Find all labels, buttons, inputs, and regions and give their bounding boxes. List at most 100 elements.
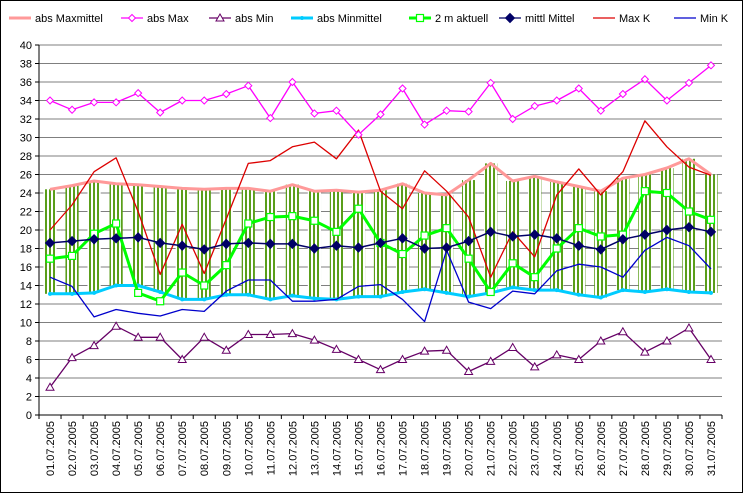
series-abs-max xyxy=(45,61,716,139)
data-point xyxy=(442,224,451,233)
y-tick-label: 26 xyxy=(20,170,32,182)
data-point xyxy=(708,290,713,295)
data-point xyxy=(595,244,607,255)
data-point xyxy=(67,251,77,260)
y-tick-label: 40 xyxy=(20,40,32,52)
data-point xyxy=(504,12,516,24)
legend-item-max-k: Max K xyxy=(593,13,651,25)
data-point xyxy=(331,344,342,353)
data-point xyxy=(353,354,364,363)
data-point xyxy=(684,78,694,88)
data-point xyxy=(573,240,584,251)
series-abs-minmittel xyxy=(48,283,713,302)
data-point xyxy=(574,224,583,233)
data-point xyxy=(552,244,561,253)
legend-item-abs-minmittel: abs Minmittel xyxy=(291,13,382,25)
x-tick-label: 09.07.2005 xyxy=(221,421,233,476)
y-tick-label: 8 xyxy=(26,336,32,348)
data-point xyxy=(265,238,276,250)
data-point xyxy=(290,293,295,298)
y-tick-label: 4 xyxy=(26,373,32,385)
series-line xyxy=(49,64,712,136)
legend-label: Min K xyxy=(700,13,729,25)
x-tick-label: 01.07.2005 xyxy=(45,421,57,476)
data-point xyxy=(243,329,254,339)
data-point xyxy=(177,354,188,363)
x-tick-label: 13.07.2005 xyxy=(309,421,321,476)
data-point xyxy=(617,234,629,245)
legend: abs Maxmittel abs Max abs Min abs Minmittel… xyxy=(9,12,729,25)
x-tick-label: 29.07.2005 xyxy=(662,421,674,476)
y-tick-label: 38 xyxy=(20,59,32,71)
legend-label: abs Minmittel xyxy=(317,13,382,25)
data-point xyxy=(88,234,100,245)
data-point xyxy=(400,289,405,294)
x-tick-label: 18.07.2005 xyxy=(420,421,432,476)
data-point xyxy=(551,233,562,244)
data-point xyxy=(706,354,716,363)
range-bar xyxy=(417,193,432,290)
data-point xyxy=(309,335,320,344)
x-tick-label: 17.07.2005 xyxy=(398,421,410,476)
data-point xyxy=(268,297,273,302)
data-point xyxy=(463,235,474,247)
data-point xyxy=(529,229,540,240)
data-point xyxy=(640,75,650,84)
data-point xyxy=(485,356,496,365)
data-point xyxy=(114,283,119,288)
data-point xyxy=(215,12,225,22)
data-point xyxy=(224,292,229,297)
data-point xyxy=(354,130,363,139)
data-point xyxy=(530,273,539,282)
x-tick-label: 16.07.2005 xyxy=(376,421,388,476)
data-point xyxy=(464,254,473,263)
y-tick-label: 18 xyxy=(20,244,32,256)
x-tick-label: 20.07.2005 xyxy=(464,421,476,476)
data-point xyxy=(507,231,518,242)
x-tick-label: 28.07.2005 xyxy=(640,421,652,476)
data-point xyxy=(67,105,77,114)
x-tick-label: 04.07.2005 xyxy=(111,421,123,476)
data-point xyxy=(300,16,304,20)
series-line xyxy=(49,236,712,323)
data-point xyxy=(378,294,383,299)
x-tick-label: 23.07.2005 xyxy=(530,421,542,476)
data-point xyxy=(532,288,537,293)
data-point xyxy=(419,346,430,355)
data-point xyxy=(266,113,275,123)
data-point xyxy=(596,232,605,241)
x-tick-label: 27.07.2005 xyxy=(618,421,630,476)
data-point xyxy=(662,335,672,345)
data-point xyxy=(507,342,518,351)
legend-item-mittl-mittel: mittl Mittel xyxy=(499,12,575,25)
data-point xyxy=(178,268,187,277)
x-tick-label: 08.07.2005 xyxy=(199,421,211,476)
data-point xyxy=(397,233,408,244)
data-point xyxy=(706,215,716,224)
data-point xyxy=(244,219,253,228)
data-point xyxy=(45,96,55,105)
data-point xyxy=(112,219,121,228)
legend-label: Max K xyxy=(619,13,651,25)
data-point xyxy=(155,332,166,341)
legend-item-2-m-aktuell: 2 m aktuell xyxy=(409,13,488,25)
data-point xyxy=(309,243,320,254)
data-point xyxy=(683,222,695,233)
data-point xyxy=(199,244,210,255)
data-point xyxy=(66,235,78,247)
data-point xyxy=(664,287,669,292)
data-point xyxy=(200,96,209,105)
data-point xyxy=(200,281,209,290)
data-point xyxy=(642,289,647,294)
data-point xyxy=(596,106,606,115)
series-line xyxy=(49,120,712,278)
data-point xyxy=(375,237,386,249)
data-point xyxy=(662,188,672,198)
data-point xyxy=(686,289,691,294)
x-tick-label: 06.07.2005 xyxy=(155,421,167,476)
x-tick-label: 05.07.2005 xyxy=(133,421,145,476)
data-point xyxy=(133,88,143,98)
data-point xyxy=(552,96,561,105)
legend-item-abs-maxmittel: abs Maxmittel xyxy=(9,13,103,25)
